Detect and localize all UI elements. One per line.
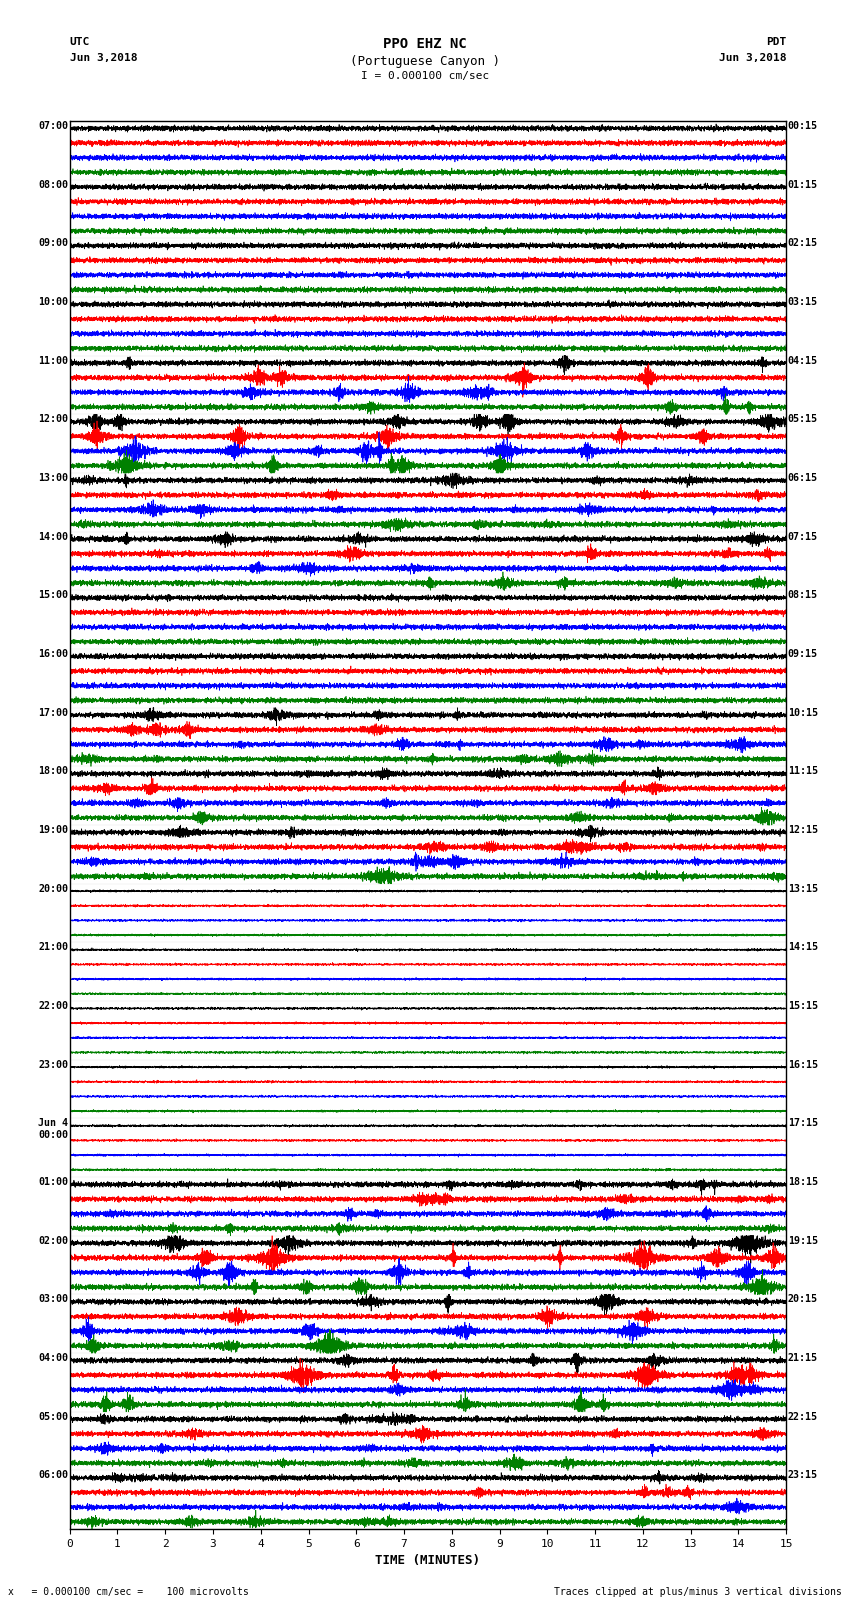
Text: 22:00: 22:00 [38,1002,68,1011]
Text: 07:00: 07:00 [38,121,68,131]
Text: 19:00: 19:00 [38,826,68,836]
Text: 01:15: 01:15 [788,179,818,190]
Text: 10:00: 10:00 [38,297,68,306]
Text: 15:15: 15:15 [788,1002,818,1011]
Text: 22:15: 22:15 [788,1411,818,1421]
Text: 06:15: 06:15 [788,473,818,482]
Text: 03:15: 03:15 [788,297,818,306]
Text: 08:15: 08:15 [788,590,818,600]
Text: 05:15: 05:15 [788,415,818,424]
Text: PDT: PDT [766,37,786,47]
Text: I = 0.000100 cm/sec: I = 0.000100 cm/sec [361,71,489,81]
Text: 07:15: 07:15 [788,532,818,542]
Text: 19:15: 19:15 [788,1236,818,1245]
Text: Jun 4
00:00: Jun 4 00:00 [38,1118,68,1140]
Text: Jun 3,2018: Jun 3,2018 [70,53,137,63]
Text: 15:00: 15:00 [38,590,68,600]
Text: 17:15: 17:15 [788,1118,818,1129]
Text: 14:00: 14:00 [38,532,68,542]
Text: 20:15: 20:15 [788,1294,818,1305]
Text: 11:00: 11:00 [38,356,68,366]
Text: 09:00: 09:00 [38,239,68,248]
Text: Jun 3,2018: Jun 3,2018 [719,53,786,63]
Text: PPO EHZ NC: PPO EHZ NC [383,37,467,52]
Text: 01:00: 01:00 [38,1177,68,1187]
Text: 18:00: 18:00 [38,766,68,776]
Text: 14:15: 14:15 [788,942,818,952]
Text: 02:00: 02:00 [38,1236,68,1245]
Text: Traces clipped at plus/minus 3 vertical divisions: Traces clipped at plus/minus 3 vertical … [553,1587,842,1597]
Text: UTC: UTC [70,37,90,47]
Text: 13:00: 13:00 [38,473,68,482]
Text: 03:00: 03:00 [38,1294,68,1305]
Text: 00:15: 00:15 [788,121,818,131]
Text: 02:15: 02:15 [788,239,818,248]
Text: 11:15: 11:15 [788,766,818,776]
Text: 10:15: 10:15 [788,708,818,718]
Text: 20:00: 20:00 [38,884,68,894]
Text: 21:00: 21:00 [38,942,68,952]
Text: 06:00: 06:00 [38,1471,68,1481]
Text: 05:00: 05:00 [38,1411,68,1421]
Text: 13:15: 13:15 [788,884,818,894]
Text: 18:15: 18:15 [788,1177,818,1187]
Text: 04:15: 04:15 [788,356,818,366]
Text: 16:00: 16:00 [38,648,68,660]
Text: 16:15: 16:15 [788,1060,818,1069]
Text: x   = 0.000100 cm/sec =    100 microvolts: x = 0.000100 cm/sec = 100 microvolts [8,1587,249,1597]
Text: 04:00: 04:00 [38,1353,68,1363]
Text: 08:00: 08:00 [38,179,68,190]
Text: (Portuguese Canyon ): (Portuguese Canyon ) [350,55,500,68]
Text: 23:15: 23:15 [788,1471,818,1481]
Text: 21:15: 21:15 [788,1353,818,1363]
Text: 09:15: 09:15 [788,648,818,660]
Text: 17:00: 17:00 [38,708,68,718]
X-axis label: TIME (MINUTES): TIME (MINUTES) [376,1555,480,1568]
Text: 12:00: 12:00 [38,415,68,424]
Text: 12:15: 12:15 [788,826,818,836]
Text: 23:00: 23:00 [38,1060,68,1069]
